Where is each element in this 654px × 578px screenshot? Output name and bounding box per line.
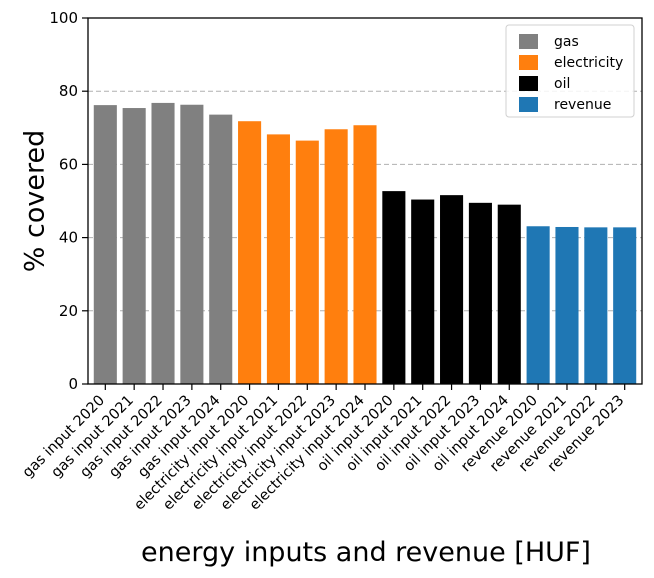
bar-gas <box>180 104 204 384</box>
bar-revenue <box>613 227 637 384</box>
bar-oil <box>382 191 406 384</box>
legend-swatch-electricity <box>519 55 538 70</box>
bar-oil <box>411 199 435 384</box>
y-axis-ticks: 0 20 40 60 80 100 <box>49 9 88 393</box>
bar-electricity <box>295 140 319 384</box>
bar-oil <box>497 204 521 384</box>
bar-revenue <box>526 226 550 384</box>
legend-label-gas: gas <box>554 34 579 50</box>
bar-electricity <box>353 125 377 384</box>
bar-gas <box>209 114 233 385</box>
y-tick-label: 0 <box>68 375 78 393</box>
y-tick-label: 20 <box>59 302 78 320</box>
legend-label-oil: oil <box>554 76 570 92</box>
legend-swatch-oil <box>519 76 538 91</box>
y-axis-label: % covered <box>20 130 51 272</box>
bar-gas <box>151 102 175 385</box>
legend-swatch-gas <box>519 34 538 49</box>
legend-label-electricity: electricity <box>554 55 623 71</box>
y-tick-label: 40 <box>59 229 78 247</box>
y-tick-label: 60 <box>59 155 78 173</box>
legend-swatch-revenue <box>519 97 538 112</box>
bar-oil <box>468 202 492 384</box>
bar-electricity <box>324 129 348 384</box>
legend: gas electricity oil revenue <box>505 24 635 118</box>
bar-gas <box>93 105 117 384</box>
bar-electricity <box>238 121 262 384</box>
y-tick-label: 100 <box>49 9 78 27</box>
bar-oil <box>440 195 464 384</box>
bar-revenue <box>584 227 608 384</box>
bar-revenue <box>555 226 579 384</box>
y-tick-label: 80 <box>59 82 78 100</box>
bars <box>93 102 637 385</box>
legend-label-revenue: revenue <box>554 97 611 113</box>
bar-electricity <box>266 134 290 384</box>
bar-gas <box>122 108 146 384</box>
x-axis-label: energy inputs and revenue [HUF] <box>141 537 591 568</box>
